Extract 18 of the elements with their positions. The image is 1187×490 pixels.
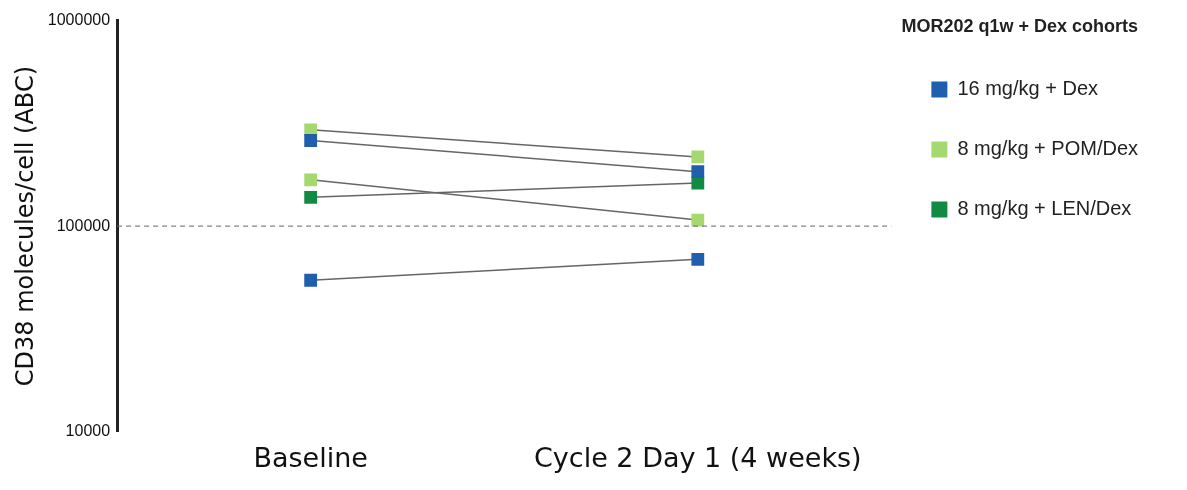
y-tick-label: 100000 [56, 216, 111, 234]
point [304, 190, 318, 204]
legend-label: 8 mg/kg + POM/Dex [957, 137, 1139, 160]
x-tick-label: Baseline [253, 441, 368, 473]
point [691, 165, 705, 179]
y-tick-label: 10000 [65, 422, 111, 440]
point [691, 252, 705, 266]
point [304, 173, 318, 187]
point [691, 150, 705, 164]
y-tick-label: 1000000 [47, 11, 111, 29]
y-axis-title: CD38 molecules/cell (ABC) [10, 66, 39, 387]
point [304, 134, 318, 147]
legend-label: 8 mg/kg + LEN/Dex [957, 197, 1132, 220]
legend-label: 16 mg/kg + Dex [957, 77, 1099, 100]
legend-title: MOR202 q1w + Dex cohorts [901, 15, 1138, 36]
point [304, 273, 318, 287]
point [691, 213, 705, 227]
x-tick-label: Cycle 2 Day 1 (4 weeks) [533, 441, 862, 473]
